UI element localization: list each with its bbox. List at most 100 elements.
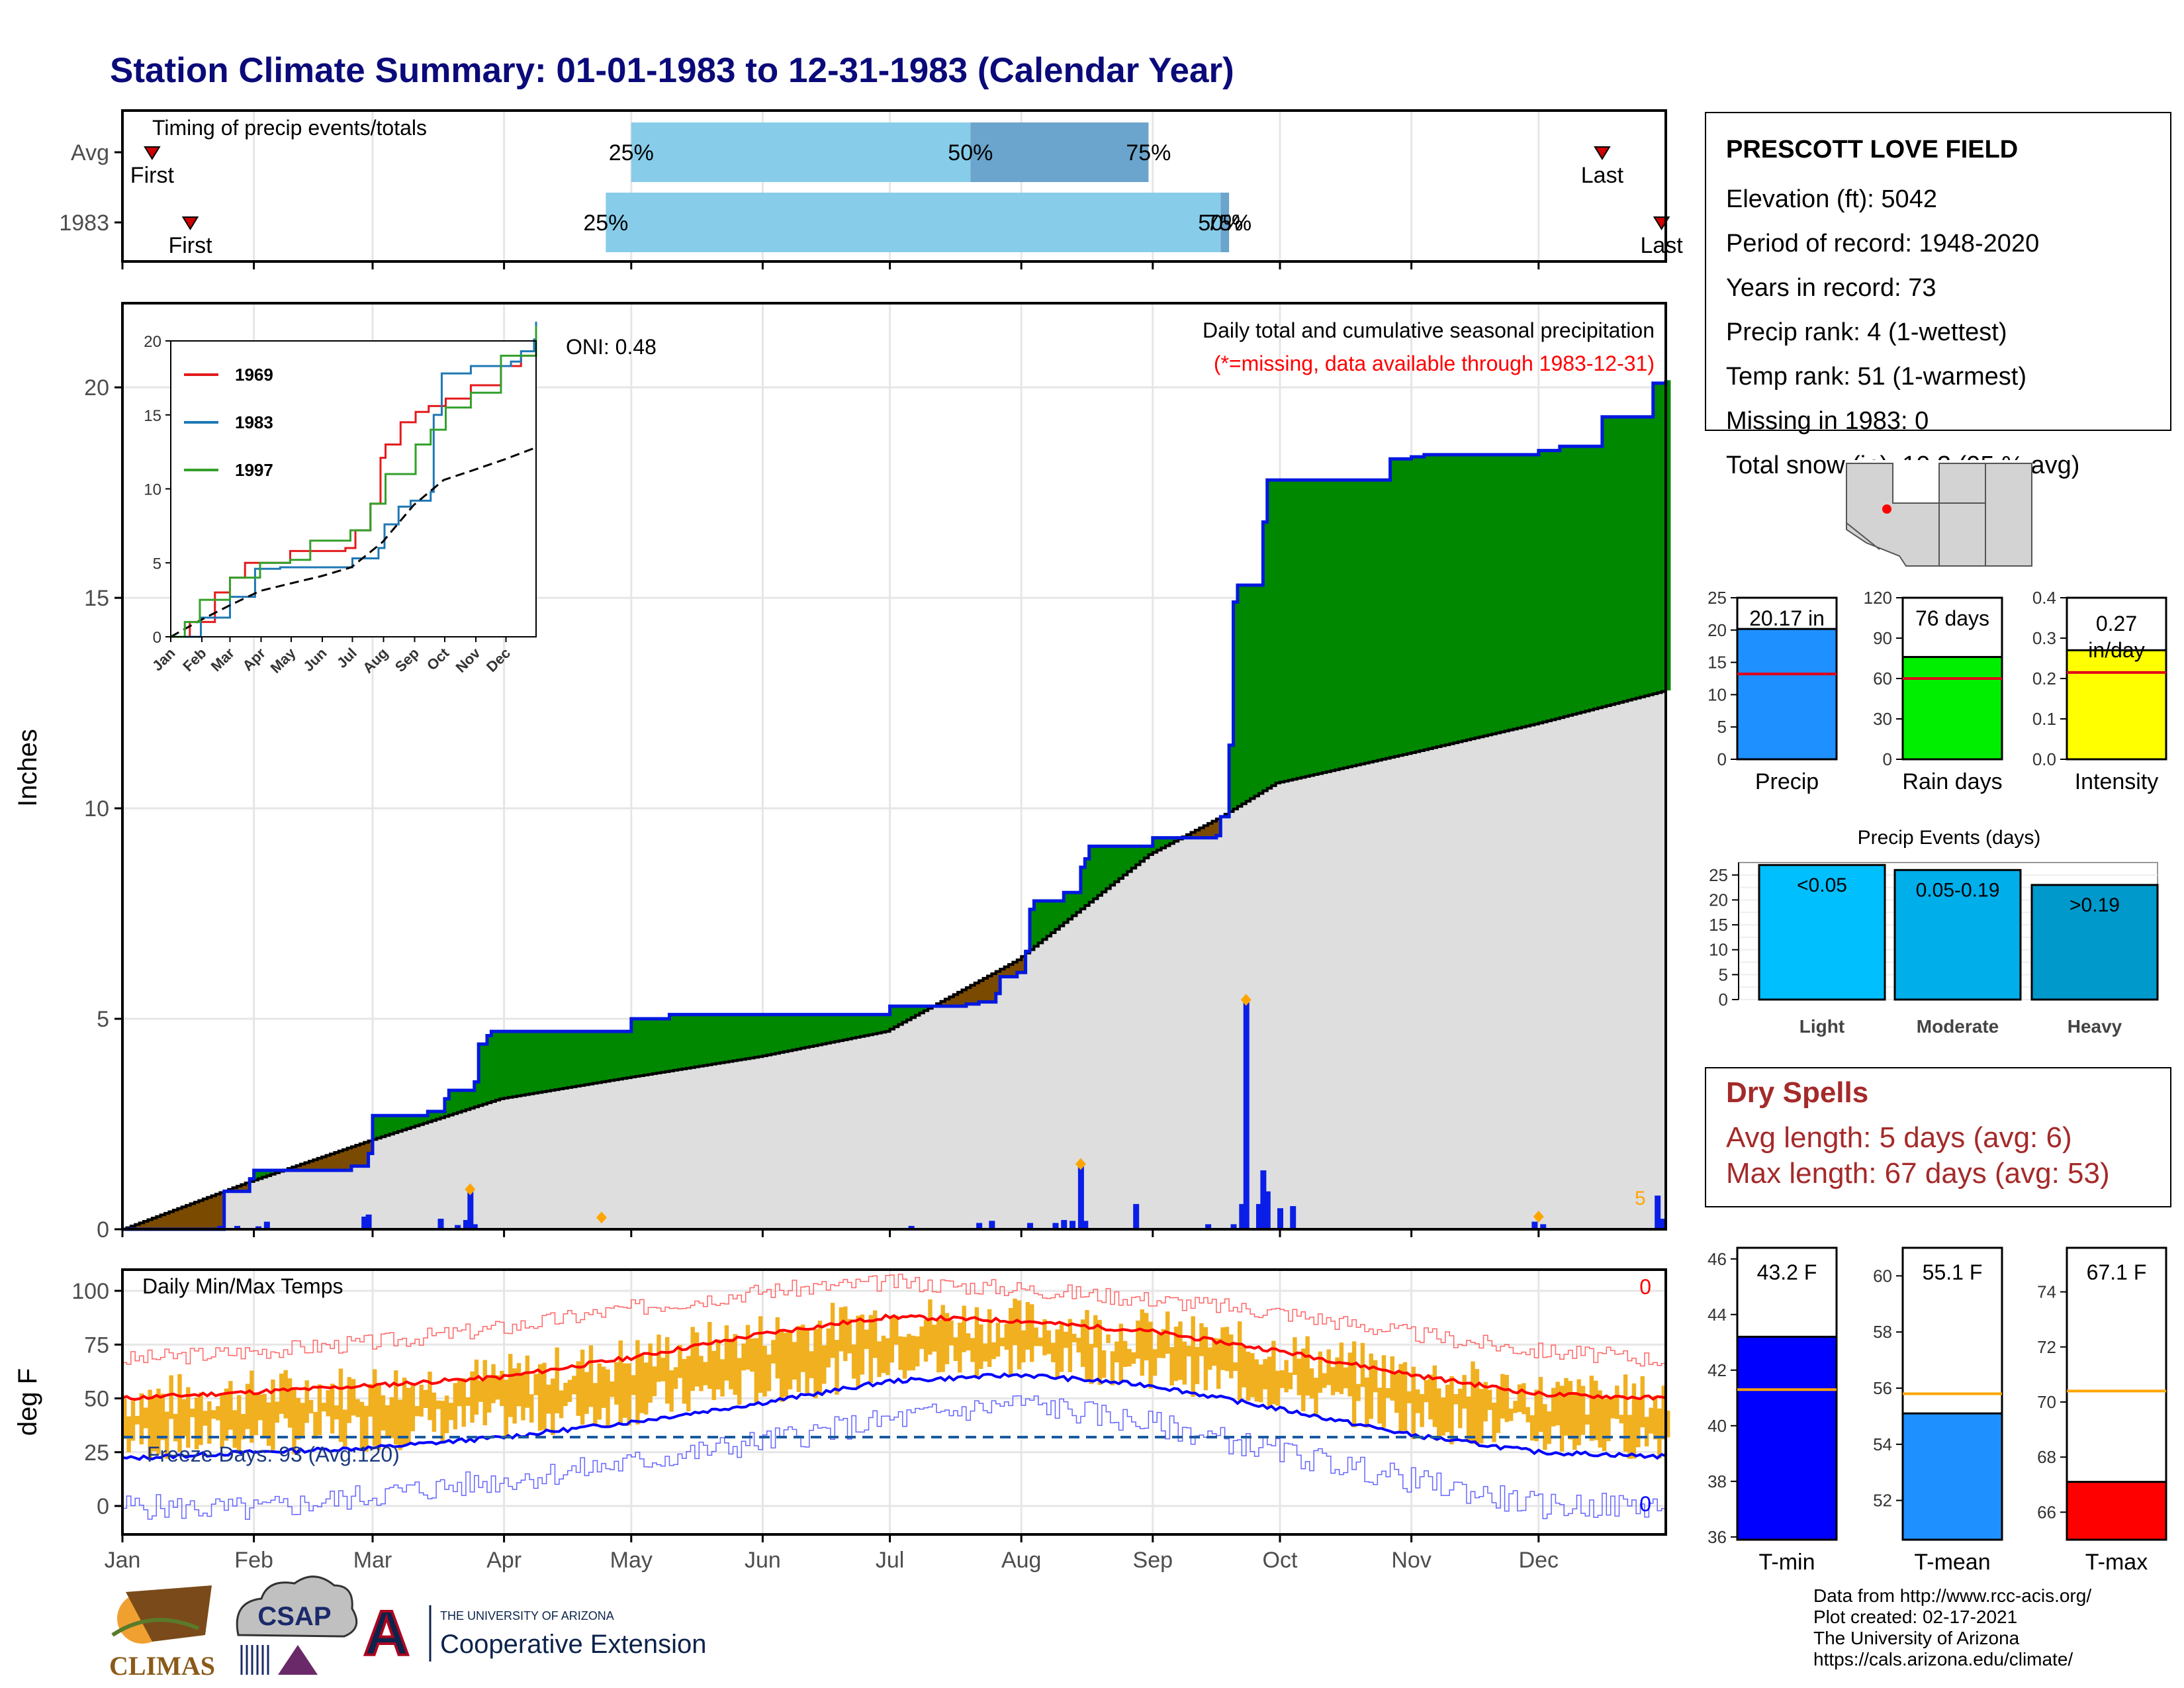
mini-tick-label: 10 — [1707, 684, 1727, 704]
y-tick-label: 15 — [84, 586, 109, 611]
events-title: Precip Events (days) — [1858, 827, 2041, 849]
mini-value-label: 76 days — [1915, 606, 1989, 630]
mini-tick-label: 0 — [1717, 749, 1727, 769]
event-bar — [2030, 884, 2159, 1001]
dry-max-length: Max length: 67 days (avg: 53) — [1726, 1157, 2110, 1190]
first-marker — [181, 216, 199, 230]
temp-y-tick-label: 0 — [97, 1494, 109, 1519]
last-label: Last — [1581, 163, 1624, 188]
mini-temp-tick-label: 40 — [1707, 1416, 1727, 1436]
temp-y-tick-label: 100 — [71, 1279, 109, 1304]
daily-precip-bar — [1290, 1206, 1297, 1229]
chart-description: Daily total and cumulative seasonal prec… — [1203, 318, 1655, 342]
mini-tick-label: 0.1 — [2032, 709, 2056, 729]
mini-temp-value-label: 55.1 F — [1923, 1260, 1983, 1284]
end-count-label: 5 — [1635, 1188, 1646, 1209]
mini-value-unit: in/day — [2088, 638, 2144, 662]
first-marker — [144, 146, 161, 160]
daily-precip-bar — [1655, 1196, 1661, 1229]
mini-tick-label: 0 — [1883, 749, 1892, 769]
daily-precip-bar — [263, 1221, 270, 1229]
timing-p25-label: 25% — [583, 211, 628, 236]
mini-temp-value-bar — [1736, 1335, 1838, 1541]
month-label: Aug — [1001, 1548, 1042, 1573]
y-axis-label: Inches — [13, 729, 42, 807]
timing-plot-border — [121, 109, 1667, 263]
daily-precip-bar — [1027, 1223, 1034, 1229]
mini-temp-label: T-mean — [1914, 1550, 1990, 1575]
ua-small-text: THE UNIVERSITY OF ARIZONA — [440, 1609, 614, 1622]
mini-temp-tick-label: 68 — [2037, 1447, 2056, 1467]
mini-temp-tick-label: 54 — [1873, 1434, 1892, 1454]
daily-precip-bar — [989, 1221, 995, 1229]
timing-bar-q1 — [606, 193, 1221, 252]
mini-value-bar — [1901, 655, 2003, 761]
daily-precip-bar — [1077, 1166, 1084, 1229]
daily-precip-bar — [1260, 1170, 1267, 1229]
mini-temp-label: T-min — [1759, 1550, 1815, 1575]
daily-precip-bar — [1659, 1219, 1665, 1229]
csap-cloud-icon — [236, 1575, 358, 1638]
precip-summary-bars: 0 5 10 15 20 25 20.17 in Precip 0 30 60 90 120 76 day… — [1707, 588, 2167, 794]
events-tick-label: 5 — [1719, 964, 1728, 984]
month-label: May — [610, 1548, 653, 1573]
legend-label: 1997 — [235, 460, 273, 480]
daily-precip-bar — [234, 1225, 240, 1229]
inset-y-tick-label: 15 — [144, 407, 161, 425]
events-tick-label: 25 — [1709, 865, 1728, 885]
mini-temp-tick-label: 46 — [1707, 1249, 1727, 1269]
station-box-border — [1705, 112, 2171, 431]
snow-marker — [1075, 1158, 1086, 1170]
snow-marker — [596, 1211, 607, 1224]
above-average-area — [249, 380, 1671, 1182]
y-tick-label: 0 — [97, 1217, 109, 1243]
inset-bg — [171, 341, 536, 637]
events-tick-label: 15 — [1709, 915, 1728, 935]
oni-label: ONI: 0.48 — [566, 335, 657, 359]
month-label: Jun — [745, 1548, 781, 1573]
mini-bar-label: Rain days — [1902, 769, 2002, 794]
temp-panel-title: Daily Min/Max Temps — [142, 1274, 343, 1298]
mini-value-label: 20.17 in — [1749, 606, 1825, 630]
daily-precip-bar — [1531, 1221, 1538, 1229]
mini-temp-value-label: 43.2 F — [1757, 1260, 1817, 1284]
last-label: Last — [1640, 233, 1683, 258]
record-min-line — [122, 1395, 1666, 1520]
mini-value-bar — [1736, 628, 1838, 761]
daily-precip-bar — [437, 1219, 444, 1229]
event-bar — [1758, 864, 1886, 1001]
climas-mark-icon — [126, 1585, 212, 1642]
snow-marker — [1533, 1210, 1544, 1223]
timing-p50-label: 50% — [1198, 211, 1243, 236]
station-info-box: PRESCOTT LOVE FIELD Elevation (ft): 5042 P… — [1705, 112, 2171, 479]
csap-logo-text: CSAP — [257, 1602, 331, 1631]
station-info-line: Temp rank: 51 (1-warmest) — [1726, 363, 2026, 391]
daily-precip-bar — [255, 1226, 262, 1229]
mini-temp-tick-label: 58 — [1873, 1322, 1892, 1342]
mini-temp-value-bar — [2066, 1481, 2167, 1541]
timing-title: Timing of precip events/totals — [152, 116, 427, 140]
page-title: Station Climate Summary: 01-01-1983 to 1… — [110, 51, 1234, 90]
mini-tick-label: 60 — [1873, 669, 1892, 688]
temp-y-tick-label: 50 — [84, 1387, 109, 1412]
month-label: Oct — [1263, 1548, 1298, 1573]
daily-precip-bar — [908, 1225, 915, 1229]
daily-precip-bar — [1239, 1203, 1246, 1229]
temp-y-axis-label: deg F — [13, 1368, 42, 1436]
ua-logo-bg — [363, 1605, 410, 1658]
station-info-line: Period of record: 1948-2020 — [1726, 230, 2039, 258]
mini-temp-tick-label: 60 — [1873, 1266, 1892, 1286]
first-label: First — [168, 233, 212, 258]
inset-line-1997 — [171, 326, 537, 638]
mini-tick-label: 25 — [1707, 588, 1727, 608]
credit-line: Data from http://www.rcc-acis.org/ — [1813, 1585, 2091, 1606]
mini-temp-tick-label: 52 — [1873, 1491, 1892, 1511]
credit-line: https://cals.arizona.edu/climate/ — [1813, 1649, 2073, 1669]
daily-precip-bar — [1277, 1208, 1283, 1229]
first-label: First — [130, 163, 175, 188]
daily-temp-range-bars — [122, 1298, 1670, 1459]
event-bar-name: <0.05 — [1797, 874, 1847, 896]
